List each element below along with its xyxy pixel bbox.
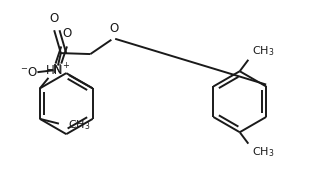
Text: O: O <box>62 27 72 40</box>
Text: CH$_3$: CH$_3$ <box>67 119 90 132</box>
Text: N$^+$: N$^+$ <box>52 63 71 78</box>
Text: O: O <box>50 12 59 25</box>
Text: CH$_3$: CH$_3$ <box>252 44 275 58</box>
Text: O: O <box>110 22 119 35</box>
Text: HN: HN <box>45 64 63 77</box>
Text: CH$_3$: CH$_3$ <box>252 145 275 159</box>
Text: $^{-}$O: $^{-}$O <box>20 66 38 79</box>
